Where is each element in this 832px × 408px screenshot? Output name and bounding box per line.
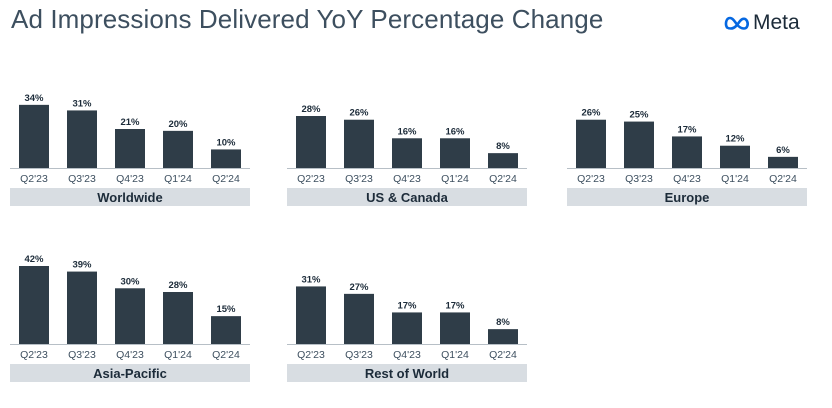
tick-label: Q2'24 [489,349,517,361]
tick-label: Q3'23 [68,349,96,361]
bar [440,312,470,344]
tick-label: Q2'23 [297,173,325,185]
tick-label: Q1'24 [441,349,469,361]
region-band [287,188,527,206]
tick-label: Q2'24 [212,173,240,185]
tick-label: Q1'24 [721,173,749,185]
bar [115,288,145,344]
tick-label: Q2'24 [769,173,797,185]
data-label: 15% [216,304,236,315]
region-band [10,188,250,206]
bar [19,104,49,168]
data-label: 26% [349,108,369,119]
region-title: Worldwide [97,190,162,205]
bar [392,312,422,344]
data-label: 17% [445,300,465,311]
region-band [567,188,807,206]
bar [720,145,750,168]
data-label: 17% [677,124,697,135]
bar [296,286,326,344]
data-label: 17% [397,300,417,311]
data-label: 8% [496,317,510,328]
tick-label: Q2'23 [577,173,605,185]
tick-label: Q1'24 [164,349,192,361]
tick-label: Q4'23 [116,349,144,361]
page-title: Ad Impressions Delivered YoY Percentage … [11,4,604,34]
bar [624,121,654,168]
tick-label: Q4'23 [673,173,701,185]
chart-rest-of-world: 31% Q2'23 27% Q3'23 17% Q4'23 17% Q1'24 8% Q2'24 R… [287,274,527,382]
bar [672,136,702,168]
tick-label: Q4'23 [393,349,421,361]
bar [488,329,518,344]
data-label: 26% [581,108,601,119]
data-label: 42% [24,254,44,265]
data-label: 28% [168,280,188,291]
data-label: 16% [397,126,417,137]
chart-us-canada: 28% Q2'23 26% Q3'23 16% Q4'23 16% Q1'24 8% Q2'24 U… [287,104,527,206]
bar [115,129,145,168]
bar [67,271,97,344]
region-band [10,364,250,382]
bar [392,138,422,168]
tick-label: Q4'23 [116,173,144,185]
data-label: 21% [120,117,140,128]
tick-label: Q2'23 [20,349,48,361]
tick-label: Q4'23 [393,173,421,185]
bar [768,156,798,168]
chart-asia-pacific: 42% Q2'23 39% Q3'23 30% Q4'23 28% Q1'24 15% Q2'24… [10,254,250,382]
tick-label: Q3'23 [345,349,373,361]
meta-logo: Meta [724,10,800,36]
bar [211,149,241,168]
data-label: 8% [496,141,510,152]
tick-label: Q1'24 [441,173,469,185]
data-label: 34% [24,93,44,104]
meta-infinity-icon [724,16,749,30]
region-band [287,364,527,382]
tick-label: Q3'23 [68,173,96,185]
bar [440,138,470,168]
bar [163,292,193,344]
data-label: 30% [120,276,140,287]
bar [344,119,374,168]
data-label: 31% [301,274,321,285]
tick-label: Q2'24 [489,173,517,185]
region-title: US & Canada [366,190,448,205]
region-title: Rest of World [365,366,449,381]
bar [19,266,49,344]
data-label: 12% [725,134,745,145]
data-label: 28% [301,104,321,115]
chart-worldwide: 34% Q2'23 31% Q3'23 21% Q4'23 20% Q1'24 10% Q2'24… [10,93,250,206]
bar [211,316,241,344]
tick-label: Q2'23 [297,349,325,361]
meta-logo-text: Meta [753,11,800,34]
bar [67,110,97,168]
bar [296,116,326,168]
tick-label: Q2'24 [212,349,240,361]
chart-europe: 26% Q2'23 25% Q3'23 17% Q4'23 12% Q1'24 6% Q2'24 E… [567,108,807,206]
data-label: 25% [629,110,649,121]
region-title: Europe [665,190,710,205]
region-title: Asia-Pacific [93,366,167,381]
data-label: 20% [168,119,188,130]
tick-label: Q3'23 [625,173,653,185]
data-label: 16% [445,126,465,137]
data-label: 27% [349,282,369,293]
bar [576,119,606,168]
bar [488,153,518,168]
bar [344,293,374,344]
tick-label: Q2'23 [20,173,48,185]
tick-label: Q3'23 [345,173,373,185]
tick-label: Q1'24 [164,173,192,185]
data-label: 39% [72,260,92,271]
bar [163,130,193,168]
data-label: 6% [776,145,790,156]
data-label: 31% [72,98,92,109]
data-label: 10% [216,137,236,148]
